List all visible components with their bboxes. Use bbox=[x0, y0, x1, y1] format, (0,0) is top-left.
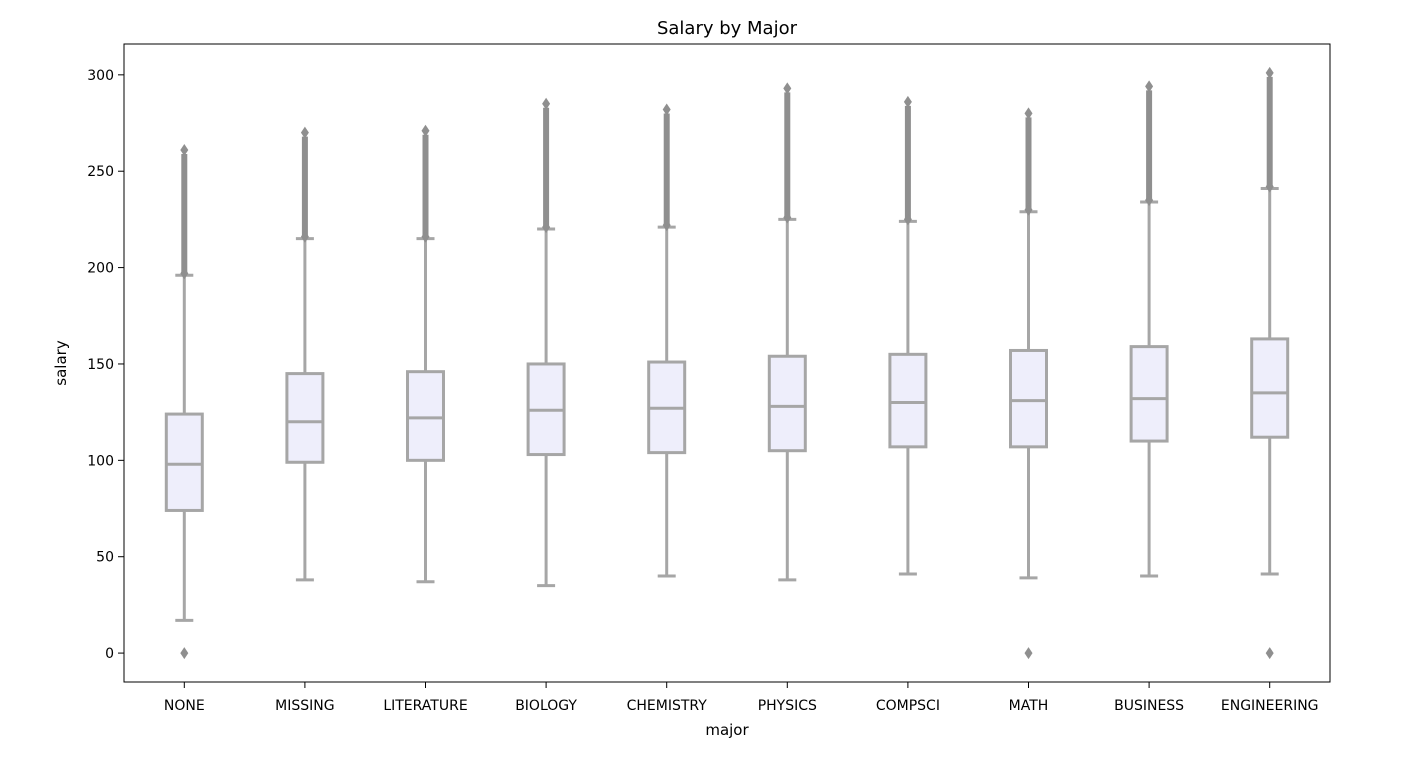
outlier-point bbox=[1145, 80, 1154, 93]
x-tick-label: LITERATURE bbox=[383, 698, 467, 714]
outlier-point bbox=[421, 124, 430, 137]
outlier-point bbox=[1145, 194, 1154, 207]
iqr-box bbox=[285, 372, 325, 464]
box-none bbox=[164, 144, 204, 660]
outlier-point bbox=[542, 97, 551, 110]
box-physics bbox=[767, 82, 807, 582]
iqr-box bbox=[767, 354, 807, 453]
iqr-box bbox=[1129, 345, 1169, 443]
x-tick-label: BUSINESS bbox=[1114, 698, 1184, 714]
outlier-point bbox=[1265, 180, 1274, 193]
x-tick-label: ENGINEERING bbox=[1221, 698, 1319, 714]
outlier-point bbox=[1265, 66, 1274, 79]
x-tick-label: BIOLOGY bbox=[515, 698, 577, 714]
y-tick-label: 250 bbox=[87, 164, 114, 180]
outlier-point bbox=[180, 647, 189, 660]
outlier-point bbox=[1265, 647, 1274, 660]
box-missing bbox=[285, 126, 325, 582]
outlier-point bbox=[300, 126, 309, 139]
outlier-point bbox=[1024, 203, 1033, 216]
outlier-point bbox=[180, 267, 189, 280]
y-tick-label: 150 bbox=[87, 357, 114, 373]
x-tick-label: MISSING bbox=[275, 698, 334, 714]
box-math bbox=[1009, 107, 1048, 660]
box-engineering bbox=[1250, 66, 1290, 660]
plot-frame bbox=[123, 43, 1331, 683]
y-tick-label: 300 bbox=[87, 68, 114, 84]
outlier-point bbox=[300, 230, 309, 243]
x-tick-label: NONE bbox=[164, 698, 205, 714]
y-tick-label: 100 bbox=[87, 453, 114, 469]
box-chemistry bbox=[647, 103, 687, 578]
x-axis-label: major bbox=[705, 721, 749, 739]
y-axis-label: salary bbox=[52, 340, 70, 386]
iqr-box bbox=[164, 412, 204, 512]
outlier-point bbox=[662, 103, 671, 116]
y-tick-label: 50 bbox=[96, 550, 114, 566]
x-tick-label: CHEMISTRY bbox=[627, 698, 708, 714]
outlier-point bbox=[783, 211, 792, 224]
box-literature bbox=[406, 124, 445, 584]
y-axis: 0 50 100 150 200 250 300 bbox=[87, 68, 124, 662]
box-biology bbox=[526, 97, 566, 588]
outlier-point bbox=[1024, 647, 1033, 660]
outlier-point bbox=[542, 221, 551, 234]
y-tick-label: 200 bbox=[87, 261, 114, 277]
outlier-point bbox=[783, 82, 792, 95]
outlier-point bbox=[421, 230, 430, 243]
x-tick-label: MATH bbox=[1009, 698, 1049, 714]
chart-title: Salary by Major bbox=[657, 18, 798, 39]
iqr-box bbox=[888, 352, 928, 449]
y-tick-label: 0 bbox=[105, 646, 114, 662]
outlier-point bbox=[903, 213, 912, 226]
x-tick-label: COMPSCI bbox=[876, 698, 940, 714]
outlier-point bbox=[1024, 107, 1033, 120]
iqr-box bbox=[1009, 348, 1048, 449]
box-business bbox=[1129, 80, 1169, 578]
outlier-point bbox=[180, 144, 189, 157]
x-axis: NONE MISSING LITERATURE BIOLOGY CHEMISTRY PHY… bbox=[164, 682, 1319, 714]
plot-area bbox=[164, 66, 1290, 660]
box-compsci bbox=[888, 95, 928, 576]
outlier-point bbox=[662, 219, 671, 232]
iqr-box bbox=[406, 370, 445, 462]
iqr-box bbox=[1250, 337, 1290, 439]
x-tick-label: PHYSICS bbox=[758, 698, 817, 714]
outlier-point bbox=[903, 95, 912, 108]
